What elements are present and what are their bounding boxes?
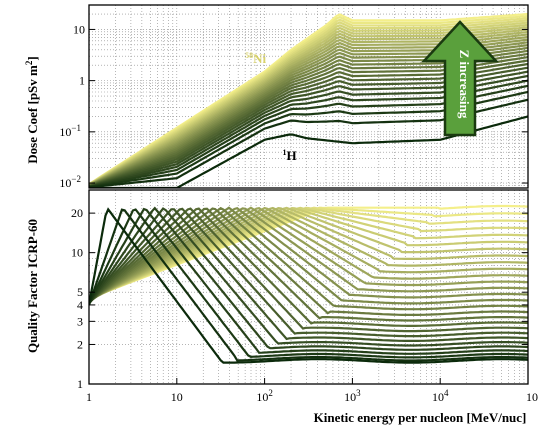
x-tick-label: 103 (344, 388, 361, 404)
quality-series-line (89, 206, 528, 311)
x-tick-label: 105 (526, 388, 538, 404)
quality-series-line (89, 206, 528, 302)
quality-y-tick-label: 5 (77, 285, 83, 299)
arrow-label: Z increasing (457, 50, 472, 119)
dose-panel: 10−2 10−1 1 10 Dose Coef [pSv m2] 1H 58Ni Z … (24, 4, 529, 190)
quality-y-tick-label: 3 (77, 314, 83, 328)
quality-y-tick-label: 2 (77, 337, 83, 351)
series-annotation: 1H (283, 148, 297, 163)
quality-series-line (89, 208, 528, 362)
quality-series-line (89, 207, 528, 338)
quality-series-group (89, 204, 528, 364)
quality-y-axis-title: Quality Factor ICRP-60 (25, 219, 40, 353)
quality-series-line (89, 207, 528, 303)
quality-y-tick-label: 1 (77, 377, 83, 391)
dose-annotations: 1H 58Ni (245, 51, 297, 163)
quality-plot-frame (88, 189, 529, 385)
dose-y-tick-label: 10−1 (59, 123, 81, 139)
quality-series-line (89, 208, 528, 359)
dose-y-tick-label: 10−2 (59, 174, 81, 190)
x-tick-label: 10 (171, 390, 183, 404)
quality-series-line (89, 207, 528, 327)
quality-y-tick-label: 4 (77, 298, 83, 312)
dose-y-tick-label: 10 (73, 22, 85, 36)
quality-series-line (89, 208, 528, 342)
x-axis-title: Kinetic energy per nucleon [MeV/nuc] (314, 410, 527, 425)
quality-series-line (89, 206, 528, 351)
quality-series-line (89, 206, 528, 302)
dose-y-tick-label: 1 (79, 74, 85, 88)
x-tick-label: 104 (432, 388, 449, 404)
quality-y-tick-label: 20 (71, 206, 83, 220)
quality-axis-ticks: 1 2 3 45 10 20 1 10 102 103 104 105 (71, 206, 538, 404)
arrow-icon (421, 20, 499, 137)
x-tick-label: 102 (256, 388, 273, 404)
quality-series-line (89, 207, 528, 364)
quality-series-line (89, 207, 528, 316)
dose-axis-ticks: 10−2 10−1 1 10 (59, 22, 528, 190)
quality-series-line (89, 207, 528, 347)
quality-panel: 1 2 3 45 10 20 1 10 102 103 104 105 Quality Factor … (25, 189, 538, 425)
series-annotation: 58Ni (245, 51, 266, 66)
dose-y-axis-title: Dose Coef [pSv m2] (24, 56, 40, 163)
quality-series-line (89, 206, 528, 303)
x-tick-label: 1 (86, 390, 92, 404)
z-increasing-arrow: Z increasing (421, 20, 499, 137)
quality-series-line (89, 206, 528, 305)
quality-series-line (89, 207, 528, 333)
quality-y-tick-label: 10 (71, 246, 83, 260)
quality-series-line (89, 207, 528, 355)
dose-plot-frame (88, 4, 529, 189)
